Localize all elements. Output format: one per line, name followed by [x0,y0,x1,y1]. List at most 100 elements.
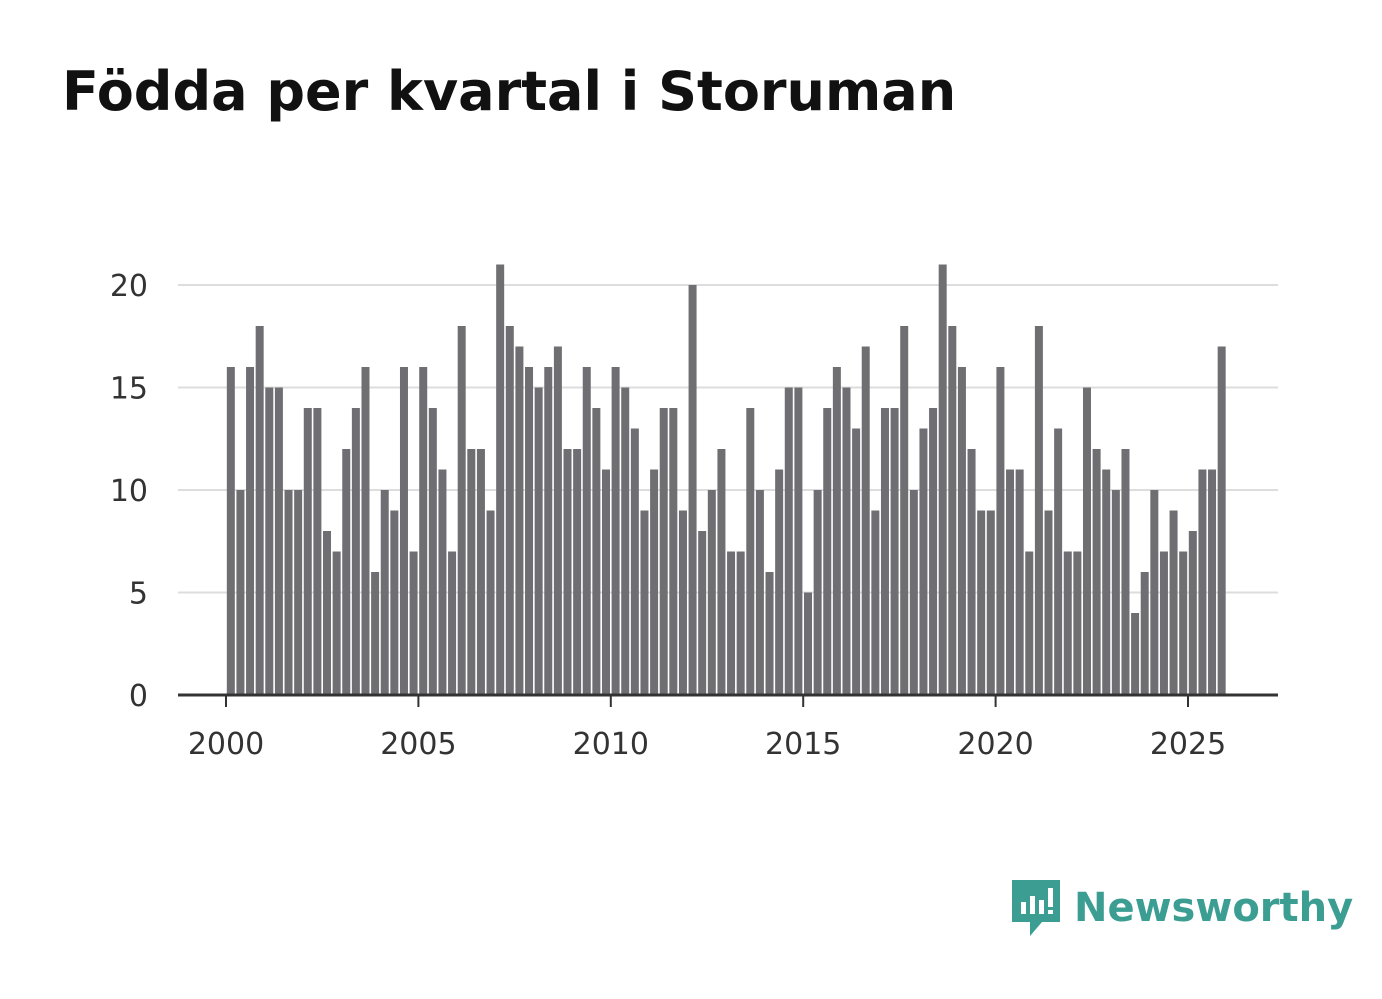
bar [1217,346,1226,695]
bar [476,449,485,695]
bar [1111,490,1120,695]
bar [996,367,1005,695]
bar [486,510,495,695]
bar [573,449,582,695]
bar [496,264,505,695]
bar [717,449,726,695]
bar [890,408,899,695]
bar [592,408,601,695]
bar [1121,449,1130,695]
x-tick-label: 2025 [1150,727,1226,762]
bar [977,510,986,695]
bar [967,449,976,695]
bar [563,449,572,695]
bar [361,367,370,695]
bar [284,490,293,695]
bar [303,408,312,695]
bar [823,408,832,695]
bar [688,285,697,695]
bar [832,367,841,695]
bar [342,449,351,695]
bar [274,387,283,695]
bar [929,408,938,695]
bar [755,490,764,695]
bar [419,367,428,695]
x-tick-label: 2005 [380,727,456,762]
bar [428,408,437,695]
bar [601,469,610,695]
bar [1208,469,1217,695]
bar [351,408,360,695]
bar [707,490,716,695]
bar [399,367,408,695]
y-tick-label: 10 [110,474,148,509]
bar [515,346,524,695]
bar [727,551,736,695]
x-tick-label: 2000 [188,727,264,762]
bar [794,387,803,695]
y-tick-label: 15 [110,372,148,407]
bar [294,490,303,695]
bar [1169,510,1178,695]
bar [919,428,928,695]
x-tick-label: 2015 [765,727,841,762]
bar [1198,469,1207,695]
bar [678,510,687,695]
bar [669,408,678,695]
bar [948,326,957,695]
bar [582,367,591,695]
bar [1188,531,1197,695]
bar [1006,469,1015,695]
brand-name: Newsworthy [1074,885,1354,931]
bar [611,367,620,695]
bar [553,346,562,695]
bar [784,387,793,695]
bar [1140,572,1149,695]
bar [1073,551,1082,695]
bar [457,326,466,695]
bar [880,408,889,695]
bar [1044,510,1053,695]
newsworthy-logo-icon [1012,880,1060,936]
bar [1102,469,1111,695]
bar [255,326,264,695]
bar [467,449,476,695]
bar [804,592,813,695]
bar [986,510,995,695]
bar [371,572,380,695]
bar [736,551,745,695]
bar [1054,428,1063,695]
bar [640,510,649,695]
bar [775,469,784,695]
bar [1063,551,1072,695]
bar [1092,449,1101,695]
bar [957,367,966,695]
data-label: 17 [1212,0,1250,8]
x-tick-label: 2010 [573,727,649,762]
bar [1015,469,1024,695]
bar [236,490,245,695]
bar [1034,326,1043,695]
bar [861,346,870,695]
bar [265,387,274,695]
bar [698,531,707,695]
bar [323,531,332,695]
bar [313,408,322,695]
bar [900,326,909,695]
bar [938,264,947,695]
bar [1179,551,1188,695]
bar [525,367,534,695]
y-tick-label: 5 [129,577,148,612]
bar [380,490,389,695]
bar [448,551,457,695]
bar [505,326,514,695]
bar [1082,387,1091,695]
bar [544,367,553,695]
bar [1131,613,1140,695]
bar [659,408,668,695]
bar [650,469,659,695]
bar [332,551,341,695]
bar [534,387,543,695]
bar [630,428,639,695]
